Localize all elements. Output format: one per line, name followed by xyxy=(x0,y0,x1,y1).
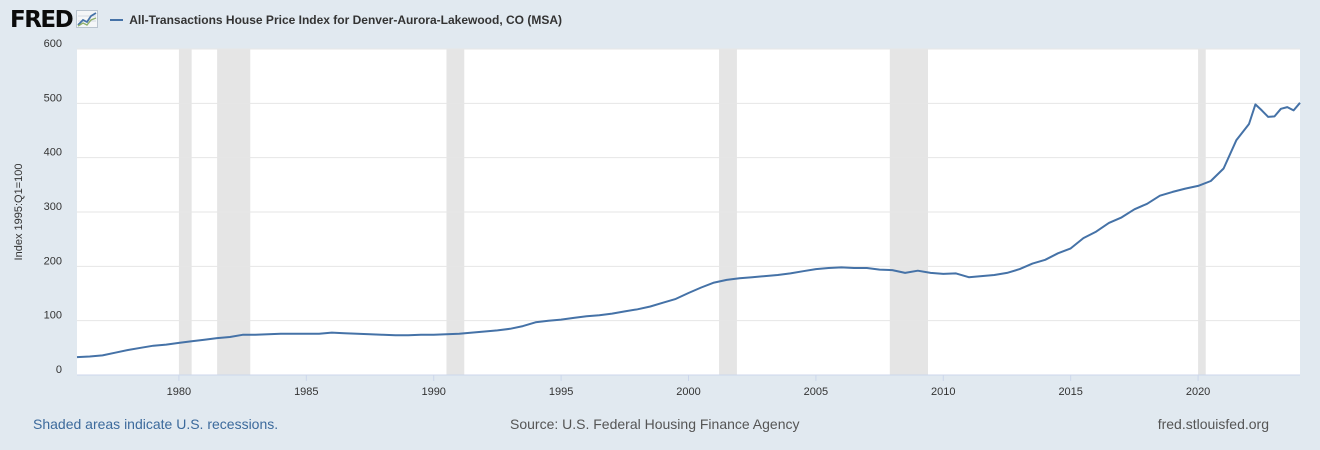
y-tick-label-300: 300 xyxy=(44,201,62,213)
x-tick-label-1985: 1985 xyxy=(294,386,318,398)
y-axis-ticks: 0 100 200 300 400 500 600 xyxy=(44,38,62,376)
x-tick-label-1990: 1990 xyxy=(421,386,445,398)
x-tick-label-1995: 1995 xyxy=(549,386,573,398)
series-line[interactable] xyxy=(76,102,1301,359)
chart-header: FRED All-Transactions House Price Index … xyxy=(10,6,562,34)
y-axis-label: Index 1995:Q1=100 xyxy=(13,164,25,261)
fred-logo-text: FRED xyxy=(10,7,74,33)
x-tick-label-1980: 1980 xyxy=(167,386,191,398)
y-tick-label-200: 200 xyxy=(44,255,62,267)
y-tick-label-500: 500 xyxy=(44,92,62,104)
grid-lines xyxy=(77,48,1300,322)
x-tick-label-2010: 2010 xyxy=(931,386,955,398)
y-tick-label-600: 600 xyxy=(44,38,62,50)
fred-logo[interactable]: FRED xyxy=(10,7,99,33)
chart-legend: All-Transactions House Price Index for D… xyxy=(110,13,562,27)
x-tick-label-2000: 2000 xyxy=(676,386,700,398)
legend-swatch xyxy=(110,19,124,21)
y-tick-label-100: 100 xyxy=(44,310,62,322)
recession-note: Shaded areas indicate U.S. recessions. xyxy=(33,416,279,432)
line-chart[interactable]: 0 100 200 300 400 500 600 1980 1985 1990 1995 2000… xyxy=(0,0,1320,410)
x-axis-ticks: 1980 1985 1990 1995 2000 2005 2010 2015 2020 xyxy=(167,375,1210,398)
y-tick-label-400: 400 xyxy=(44,147,62,159)
legend-series-label: All-Transactions House Price Index for D… xyxy=(129,13,562,27)
x-tick-label-2020: 2020 xyxy=(1186,386,1210,398)
site-url[interactable]: fred.stlouisfed.org xyxy=(1157,416,1269,432)
chart-trend-icon xyxy=(76,10,99,28)
x-tick-label-2015: 2015 xyxy=(1058,386,1082,398)
x-tick-label-2005: 2005 xyxy=(804,386,828,398)
source-text: Source: U.S. Federal Housing Finance Age… xyxy=(510,416,800,432)
y-tick-label-0: 0 xyxy=(56,364,62,376)
